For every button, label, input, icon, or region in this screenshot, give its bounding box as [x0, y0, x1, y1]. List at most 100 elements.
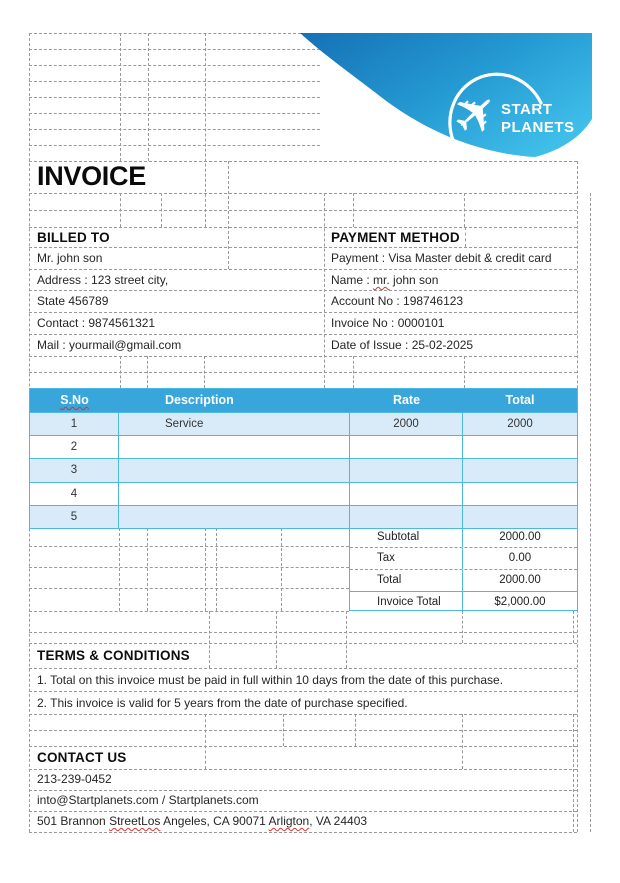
grid-line: [573, 611, 574, 643]
grid-line: [29, 129, 320, 130]
payment-name-misspelled: mr.: [373, 273, 390, 287]
grid-line: [281, 528, 282, 611]
page-title: INVOICE: [37, 161, 146, 191]
table-cell: [463, 483, 577, 505]
grid-line: [276, 611, 277, 668]
table-cell: 2000: [350, 413, 463, 436]
grid-line: [29, 247, 577, 248]
billed-to-contact: Contact : 9874561321: [37, 316, 156, 330]
grid-line: [29, 145, 320, 146]
payment-method-heading: PAYMENT METHOD: [331, 230, 460, 245]
table-cell: [463, 459, 577, 481]
grid-line: [29, 372, 577, 373]
billed-to-mail: Mail : yourmail@gmail.com: [37, 338, 182, 352]
payment-invoice-no-line: Invoice No : 0000101: [331, 316, 445, 330]
grid-line: [29, 65, 320, 66]
table-cell: 1: [30, 413, 119, 436]
billed-to-state: State 456789: [37, 294, 109, 308]
column-header-sno: S.No: [30, 389, 119, 412]
terms-heading: TERMS & CONDITIONS: [37, 648, 190, 663]
column-header-rate: Rate: [392, 393, 421, 407]
grid-line: [353, 193, 354, 227]
table-cell: [119, 459, 350, 482]
table-cell: [463, 506, 577, 528]
contact-phone: 213-239-0452: [37, 772, 112, 786]
grid-line: [29, 811, 577, 812]
table-row: 3: [30, 458, 577, 482]
grid-line: [29, 769, 577, 770]
payment-name-prefix: Name :: [331, 273, 374, 287]
grid-line: [29, 227, 577, 228]
items-table: S.No Description Rate Total 1 Service 20…: [29, 388, 578, 529]
grid-line: [462, 714, 463, 769]
grid-line: [29, 611, 349, 612]
invoice-total-row: Invoice Total $2,000.00: [350, 592, 577, 612]
grid-line: [29, 643, 577, 644]
billed-to-address: Address : 123 street city,: [37, 273, 169, 287]
grid-line: [147, 356, 148, 388]
grid-line: [29, 312, 577, 313]
column-header-total: Total: [505, 393, 535, 407]
address-part: 501 Brannon: [37, 814, 110, 828]
grid-line: [29, 691, 577, 692]
grid-line: [216, 528, 217, 611]
table-cell: 2: [30, 436, 119, 459]
grid-line: [205, 33, 206, 227]
logo-text-line1: START: [501, 101, 552, 118]
grid-line: [29, 356, 577, 357]
grid-line: [465, 227, 466, 247]
table-cell: 5: [30, 505, 119, 528]
grid-line: [120, 33, 121, 161]
totals-block: Subtotal 2000.00 Tax 0.00 Total 2000.00 …: [349, 528, 578, 612]
grid-line: [346, 611, 347, 668]
column-header-description: Description: [165, 393, 234, 407]
grid-line: [464, 193, 465, 227]
grid-line: [148, 33, 149, 161]
grid-line: [29, 193, 577, 194]
grid-line: [147, 528, 148, 611]
address-part: , VA 24403: [309, 814, 368, 828]
grid-line: [29, 269, 577, 270]
table-cell: [119, 482, 350, 505]
grid-line: [29, 730, 577, 731]
payment-account-line: Account No : 198746123: [331, 294, 464, 308]
total-label: Total: [350, 570, 463, 591]
grid-line: [324, 193, 325, 388]
grid-line: [29, 33, 301, 34]
total-value: 2000.00: [499, 574, 541, 586]
grid-line: [29, 668, 577, 669]
table-row: 1 Service 2000 2000: [30, 412, 577, 436]
contact-address-line: 501 Brannon StreetLos Angeles, CA 90071 …: [37, 811, 367, 832]
address-part: Angeles, CA 90071: [160, 814, 269, 828]
grid-line: [228, 161, 229, 269]
grid-line: [29, 290, 577, 291]
payment-name-line: Name : mr. john son: [331, 270, 438, 291]
terms-item: 2. This invoice is valid for 5 years fro…: [37, 696, 408, 710]
grid-line: [573, 714, 574, 832]
grid-line: [209, 611, 210, 668]
subtotal-value: 2000.00: [499, 531, 541, 543]
grid-line: [29, 632, 577, 633]
subtotal-row: Subtotal 2000.00: [350, 529, 577, 548]
grid-line: [29, 49, 320, 50]
grid-line: [283, 714, 284, 746]
contact-heading: CONTACT US: [37, 750, 127, 765]
grid-line: [120, 356, 121, 388]
grid-line: [29, 746, 577, 747]
grid-line: [590, 193, 591, 832]
grid-line: [204, 356, 205, 388]
table-cell: 4: [30, 482, 119, 505]
grid-line: [29, 790, 577, 791]
tax-value: 0.00: [508, 552, 532, 564]
grid-line: [29, 113, 320, 114]
table-cell: Service: [119, 413, 350, 436]
table-row: 2: [30, 435, 577, 459]
grid-line: [464, 356, 465, 388]
invoice-total-label: Invoice Total: [350, 592, 463, 612]
grid-line: [29, 832, 577, 833]
sno-header-label: S.No: [60, 393, 89, 407]
table-row: 5: [30, 504, 577, 528]
billed-to-heading: BILLED TO: [37, 230, 110, 245]
address-misspelled: StreetLos: [109, 814, 161, 828]
